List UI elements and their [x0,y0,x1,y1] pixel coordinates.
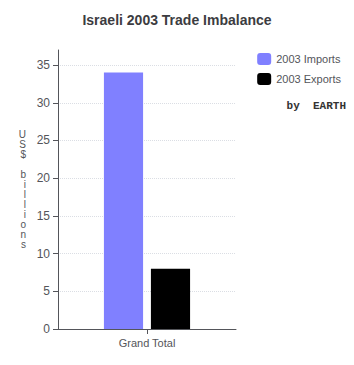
svg-text:n: n [20,229,26,240]
svg-text:$: $ [20,149,26,160]
svg-text:l: l [23,189,26,200]
svg-text:o: o [20,219,26,230]
svg-text:15: 15 [37,209,51,223]
svg-text:10: 10 [37,247,51,261]
svg-text:Grand Total: Grand Total [119,337,176,349]
svg-text:l: l [23,199,26,210]
svg-text:5: 5 [43,284,50,298]
svg-text:by EARTH: by EARTH [287,100,346,112]
svg-text:Israeli 2003 Trade Imbalance: Israeli 2003 Trade Imbalance [82,12,271,28]
svg-text:2003 Exports: 2003 Exports [276,73,341,85]
svg-text:S: S [19,139,26,150]
svg-text:i: i [23,209,26,220]
svg-text:35: 35 [37,58,51,72]
svg-text:b: b [20,169,26,180]
svg-text:0: 0 [43,322,50,336]
svg-text:25: 25 [37,133,51,147]
svg-text:30: 30 [37,96,51,110]
svg-text:s: s [21,239,26,250]
svg-text:U: U [18,129,26,140]
svg-text:2003 Imports: 2003 Imports [276,53,341,65]
svg-text:i: i [23,179,26,190]
svg-text:20: 20 [37,171,51,185]
